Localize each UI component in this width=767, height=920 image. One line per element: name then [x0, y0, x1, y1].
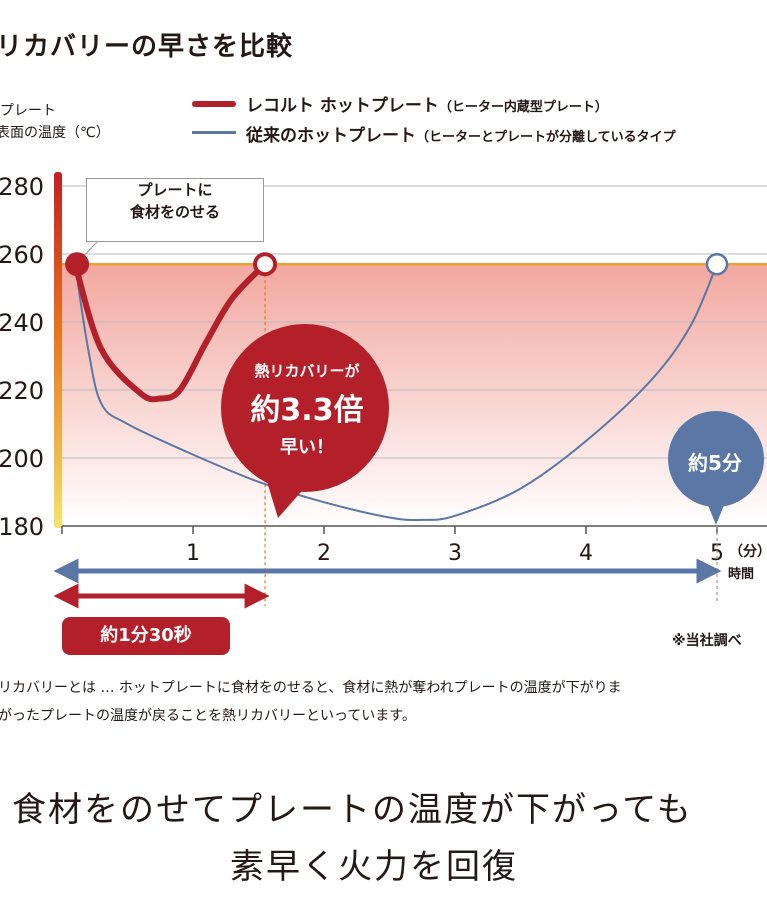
y-tick-labels: 180 200 220 240 260 280	[0, 173, 44, 541]
x-unit-label: （分）	[729, 544, 767, 560]
series-line-conventional	[74, 263, 718, 522]
y-tick-label-240: 240	[0, 309, 44, 337]
recolte-recovery-marker	[253, 252, 278, 277]
five-minute-bubble	[668, 411, 764, 525]
target-temperature-zone	[62, 264, 767, 526]
legend-entry-recolte: レコルト ホットプレート（ヒーター内蔵型プレート）	[246, 91, 608, 116]
callout-line1: プレートに	[137, 181, 213, 199]
recovery-bubble-line1: 熱リカバリーが	[254, 362, 360, 380]
footnote-line2: がったプレートの温度が戻ることを熱リカバリーといっています。	[0, 708, 416, 724]
y-tick-label-280: 280	[0, 173, 44, 201]
legend-name-recolte: レコルト ホットプレート	[246, 96, 439, 116]
x-tick-label-2: 2	[317, 541, 331, 566]
recovery-bubble-line2: 約3.3倍	[250, 393, 364, 428]
tagline-line1: 食材をのせてプレートの温度が下がっても	[12, 790, 693, 830]
legend-swatch-conventional	[192, 131, 236, 134]
legend-sub-recolte: （ヒーター内蔵型プレート）	[438, 100, 608, 115]
five-minute-label: 約5分	[688, 451, 742, 475]
temperature-color-bar	[54, 172, 62, 528]
legend-sub-conventional: （ヒーターとプレートが分離しているタイプ	[416, 130, 676, 145]
legend-swatch-recolte	[192, 101, 236, 107]
recovery-bubble-text: 熱リカバリーが 約3.3倍 早い！	[222, 360, 392, 459]
recovery-speech-bubble	[221, 324, 389, 518]
time-axis-label: 時間	[728, 567, 755, 582]
place-food-callout: プレートに 食材をのせる	[86, 178, 264, 242]
recovery-bubble-line3: 早い！	[280, 437, 334, 458]
source-note: ※当社調べ	[672, 633, 742, 649]
callout-line2: 食材をのせる	[129, 203, 220, 221]
y-tick-label-260: 260	[0, 241, 44, 269]
x-tick-label-3: 3	[448, 541, 462, 566]
start-point-marker	[65, 252, 90, 277]
x-tick-label-1: 1	[186, 541, 200, 566]
y-tick-label-220: 220	[0, 377, 44, 405]
series-line-recolte	[72, 261, 269, 403]
y-axis-label-line2: 表面の温度（℃）	[0, 125, 110, 141]
y-tick-label-180: 180	[0, 513, 44, 541]
tagline-line2: 素早く火力を回復	[230, 847, 518, 887]
x-tick-label-4: 4	[579, 541, 593, 566]
page-title: リカバリーの早さを比較	[0, 32, 294, 62]
legend-name-conventional: 従来のホットプレート	[246, 126, 416, 146]
grid	[62, 185, 767, 459]
y-axis-label-line1: プレート	[0, 103, 56, 119]
footnote-line1: リカバリーとは … ホットプレートに食材をのせると、食材に熱が奪われプレートの温…	[0, 680, 622, 696]
conventional-recovery-marker	[705, 252, 729, 276]
recolte-duration-badge: 約1分30秒	[62, 617, 230, 655]
y-tick-label-200: 200	[0, 445, 44, 473]
legend-entry-conventional: 従来のホットプレート（ヒーターとプレートが分離しているタイプ	[246, 121, 676, 146]
